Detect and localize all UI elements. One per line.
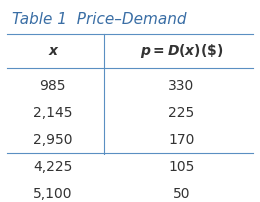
Text: 50: 50 xyxy=(173,186,190,200)
Text: 225: 225 xyxy=(168,106,194,120)
Text: 330: 330 xyxy=(168,79,194,93)
Text: 4,225: 4,225 xyxy=(33,159,73,173)
Text: $\boldsymbol{p = D(x)(\$)}$: $\boldsymbol{p = D(x)(\$)}$ xyxy=(140,41,223,59)
Text: 985: 985 xyxy=(40,79,66,93)
Text: 5,100: 5,100 xyxy=(33,186,73,200)
Text: x: x xyxy=(48,43,57,57)
Text: 170: 170 xyxy=(168,133,195,146)
Text: 2,950: 2,950 xyxy=(33,133,73,146)
Text: 2,145: 2,145 xyxy=(33,106,73,120)
Text: 105: 105 xyxy=(168,159,195,173)
Text: Table 1  Price–Demand: Table 1 Price–Demand xyxy=(12,12,186,27)
